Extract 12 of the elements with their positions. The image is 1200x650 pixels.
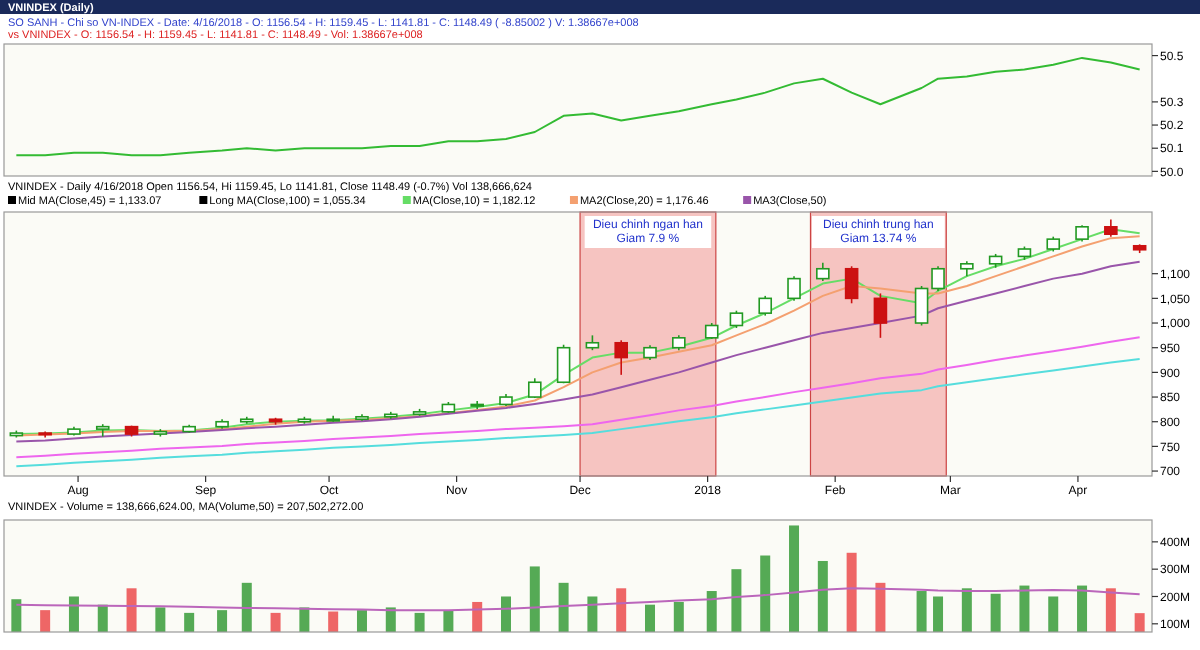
line-series xyxy=(15,358,1141,468)
candlestick xyxy=(816,262,830,282)
line-series xyxy=(15,336,1141,459)
candlestick xyxy=(873,292,888,339)
candlestick xyxy=(614,339,628,376)
candlestick xyxy=(787,275,801,302)
candlestick xyxy=(95,423,110,438)
line-series xyxy=(15,56,1141,157)
candlestick xyxy=(556,343,571,385)
candlestick xyxy=(844,265,859,305)
line-series xyxy=(15,587,1141,612)
candlestick xyxy=(758,295,773,317)
